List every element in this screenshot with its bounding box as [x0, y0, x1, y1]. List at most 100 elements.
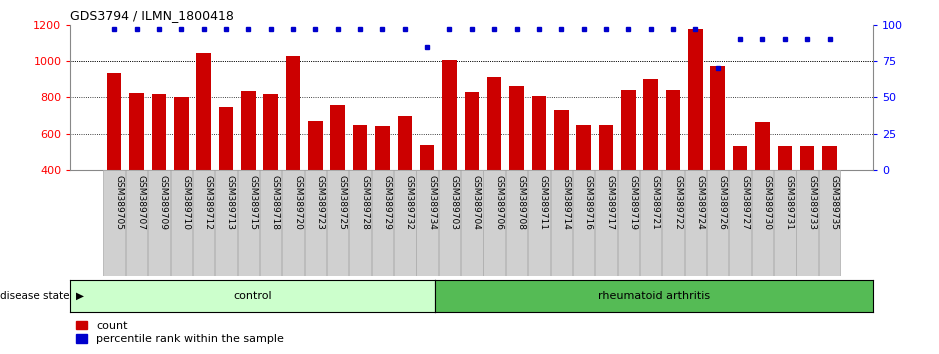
Bar: [308, 121, 323, 170]
Bar: [774, 170, 795, 276]
Bar: [465, 92, 479, 170]
Bar: [484, 170, 505, 276]
Bar: [416, 170, 438, 276]
Bar: [730, 170, 751, 276]
Text: GSM389723: GSM389723: [316, 175, 324, 230]
Text: GSM389726: GSM389726: [717, 175, 727, 230]
Bar: [215, 170, 237, 276]
Bar: [506, 170, 528, 276]
Bar: [439, 170, 460, 276]
Bar: [130, 93, 144, 170]
Bar: [327, 170, 348, 276]
Bar: [819, 170, 840, 276]
Legend: count, percentile rank within the sample: count, percentile rank within the sample: [76, 321, 284, 344]
Bar: [823, 146, 837, 170]
Text: rheumatoid arthritis: rheumatoid arthritis: [598, 291, 711, 301]
Text: control: control: [234, 291, 272, 301]
Text: GSM389735: GSM389735: [829, 175, 839, 230]
Text: disease state  ▶: disease state ▶: [0, 291, 84, 301]
Text: GSM389710: GSM389710: [181, 175, 191, 230]
Text: GSM389724: GSM389724: [696, 175, 704, 230]
Text: GSM389720: GSM389720: [293, 175, 302, 230]
Bar: [688, 29, 702, 170]
Bar: [285, 56, 300, 170]
Bar: [376, 126, 390, 170]
Bar: [573, 170, 594, 276]
Bar: [531, 96, 546, 170]
Bar: [349, 170, 371, 276]
Text: GSM389732: GSM389732: [405, 175, 414, 230]
Bar: [420, 144, 435, 170]
Text: GSM389716: GSM389716: [584, 175, 593, 230]
Bar: [353, 125, 367, 170]
Bar: [260, 170, 282, 276]
Text: GSM389703: GSM389703: [450, 175, 458, 230]
Bar: [577, 125, 591, 170]
Bar: [174, 97, 189, 170]
Text: GSM389707: GSM389707: [136, 175, 146, 230]
Bar: [777, 146, 793, 170]
Bar: [148, 170, 170, 276]
Bar: [238, 170, 259, 276]
Bar: [219, 107, 233, 170]
Text: GDS3794 / ILMN_1800418: GDS3794 / ILMN_1800418: [70, 9, 235, 22]
Bar: [509, 86, 524, 170]
Bar: [372, 170, 393, 276]
Bar: [283, 170, 303, 276]
Bar: [707, 170, 729, 276]
Bar: [107, 73, 121, 170]
Bar: [755, 122, 770, 170]
Bar: [487, 78, 501, 170]
Text: GSM389730: GSM389730: [762, 175, 772, 230]
Bar: [196, 53, 211, 170]
Bar: [550, 170, 572, 276]
Bar: [640, 170, 661, 276]
Text: GSM389709: GSM389709: [159, 175, 168, 230]
Bar: [171, 170, 192, 276]
Text: GSM389722: GSM389722: [673, 175, 682, 230]
Bar: [331, 104, 345, 170]
Bar: [666, 90, 680, 170]
Bar: [241, 91, 255, 170]
Bar: [554, 110, 568, 170]
Bar: [442, 60, 456, 170]
Bar: [599, 125, 613, 170]
Bar: [643, 79, 658, 170]
Text: GSM389715: GSM389715: [248, 175, 257, 230]
Bar: [621, 90, 636, 170]
Bar: [397, 116, 412, 170]
Bar: [151, 94, 166, 170]
Bar: [264, 94, 278, 170]
Text: GSM389708: GSM389708: [516, 175, 526, 230]
Bar: [752, 170, 773, 276]
Text: GSM389728: GSM389728: [360, 175, 369, 230]
Bar: [800, 146, 814, 170]
Bar: [461, 170, 483, 276]
Bar: [304, 170, 326, 276]
Bar: [192, 170, 214, 276]
Text: GSM389733: GSM389733: [808, 175, 816, 230]
Text: GSM389714: GSM389714: [562, 175, 570, 230]
Bar: [103, 170, 125, 276]
Text: GSM389713: GSM389713: [226, 175, 235, 230]
Text: GSM389704: GSM389704: [472, 175, 481, 230]
Bar: [711, 65, 725, 170]
Text: GSM389721: GSM389721: [651, 175, 660, 230]
Bar: [662, 170, 684, 276]
Text: GSM389725: GSM389725: [338, 175, 346, 230]
Text: GSM389731: GSM389731: [785, 175, 793, 230]
Bar: [595, 170, 617, 276]
Bar: [685, 170, 706, 276]
Text: GSM389717: GSM389717: [606, 175, 615, 230]
Bar: [394, 170, 416, 276]
Bar: [732, 146, 747, 170]
Text: GSM389718: GSM389718: [270, 175, 280, 230]
Text: GSM389712: GSM389712: [204, 175, 212, 230]
Text: GSM389729: GSM389729: [382, 175, 392, 230]
Text: GSM389727: GSM389727: [740, 175, 749, 230]
Text: GSM389719: GSM389719: [628, 175, 638, 230]
Text: GSM389711: GSM389711: [539, 175, 548, 230]
Text: GSM389734: GSM389734: [427, 175, 436, 230]
Text: GSM389705: GSM389705: [115, 175, 123, 230]
Bar: [528, 170, 549, 276]
